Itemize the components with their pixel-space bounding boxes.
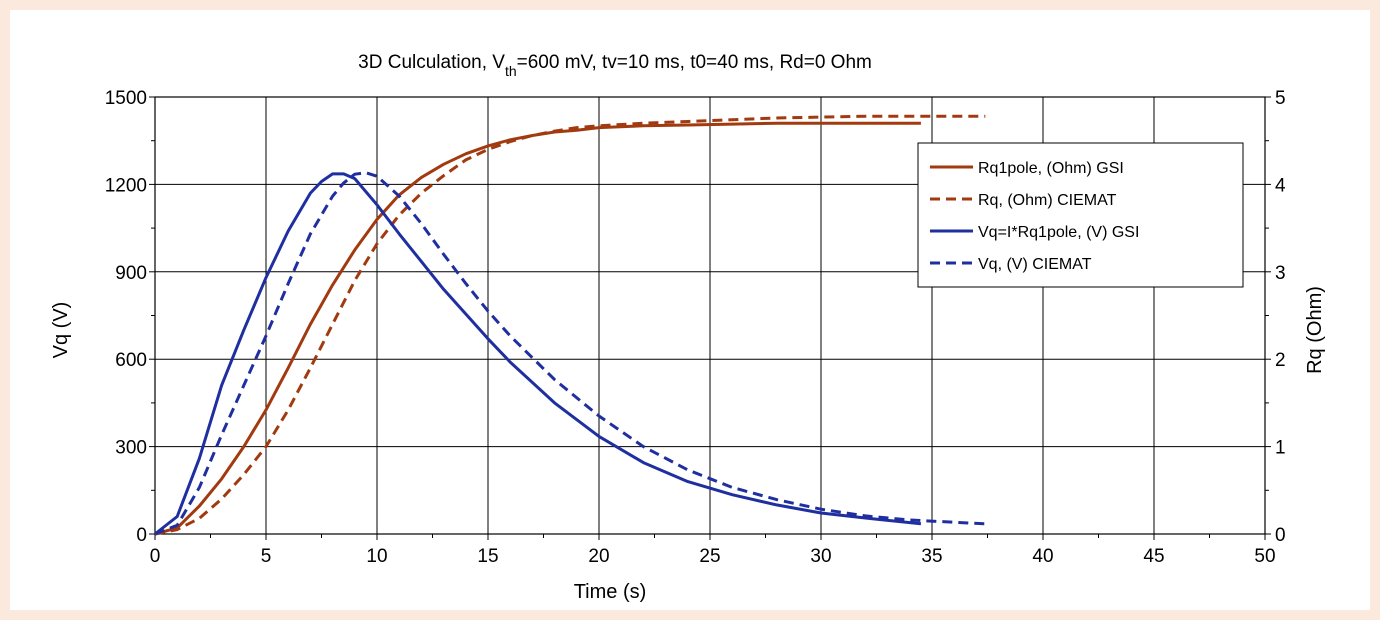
series-line-3 <box>154 172 922 536</box>
x-tick-label: 50 <box>1254 546 1275 567</box>
chart-title: 3D Culculation, Vth=600 mV, tv=10 ms, t0… <box>358 52 872 79</box>
series-lines <box>154 114 986 536</box>
title-subscript: th <box>505 63 517 79</box>
y-left-tick-label: 1200 <box>105 175 147 196</box>
y-left-tick-label: 1500 <box>105 88 147 109</box>
x-axis-title: Time (s) <box>574 581 647 603</box>
series-line-1 <box>154 121 921 536</box>
chart-frame: 3D Culculation, Vth=600 mV, tv=10 ms, t0… <box>10 10 1370 610</box>
legend: Rq1pole, (Ohm) GSI Rq, (Ohm) CIEMAT Vq=I*R… <box>917 142 1244 288</box>
x-tick-label: 5 <box>261 546 272 567</box>
title-prefix: 3D Culculation, V <box>358 52 505 73</box>
y-axis-left-title: Vq (V) <box>50 302 72 359</box>
x-tick-label: 35 <box>921 546 942 567</box>
y-right-tick-label: 1 <box>1275 438 1286 459</box>
y-left-tick-label: 300 <box>115 438 147 459</box>
chart-svg: 3D Culculation, Vth=600 mV, tv=10 ms, t0… <box>50 52 1326 603</box>
series-line-4 <box>154 171 986 536</box>
series-line-2 <box>154 114 986 536</box>
x-tick-label: 0 <box>150 546 161 567</box>
legend-label: Vq=I*Rq1pole, (V) GSI <box>978 224 1139 241</box>
tick-labels: 0 5 10 15 20 25 30 35 40 45 5003006009001200150001… <box>105 88 1286 567</box>
y-right-tick-label: 0 <box>1275 525 1286 546</box>
x-tick-label: 25 <box>699 546 720 567</box>
title-suffix: =600 mV, tv=10 ms, t0=40 ms, Rd=0 Ohm <box>517 52 872 73</box>
y-axis-right-title: Rq (Ohm) <box>1304 286 1326 374</box>
x-tick-label: 30 <box>810 546 831 567</box>
x-tick-label: 45 <box>1143 546 1164 567</box>
y-left-tick-label: 0 <box>136 525 147 546</box>
x-tick-label: 15 <box>477 546 498 567</box>
x-tick-label: 20 <box>588 546 609 567</box>
legend-label: Rq1pole, (Ohm) GSI <box>978 160 1124 177</box>
y-left-tick-label: 600 <box>115 350 147 371</box>
y-right-tick-label: 2 <box>1275 350 1286 371</box>
y-left-tick-label: 900 <box>115 263 147 284</box>
y-right-tick-label: 3 <box>1275 263 1286 284</box>
axes <box>149 96 1271 540</box>
legend-label: Rq, (Ohm) CIEMAT <box>978 192 1117 209</box>
y-right-tick-label: 4 <box>1275 175 1286 196</box>
plot-area-border <box>154 96 1266 535</box>
y-right-tick-label: 5 <box>1275 88 1286 109</box>
x-tick-label: 40 <box>1032 546 1053 567</box>
x-tick-label: 10 <box>366 546 387 567</box>
legend-label: Vq, (V) CIEMAT <box>978 256 1092 273</box>
